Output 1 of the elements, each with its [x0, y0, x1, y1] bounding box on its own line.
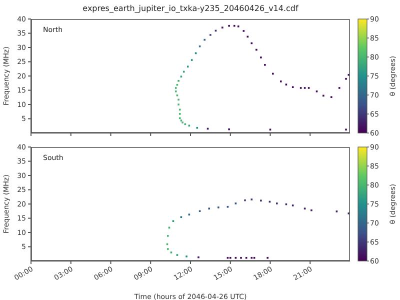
- chart-title: expres_earth_jupiter_io_txka-y235_20460426_v14.cdf: [82, 4, 300, 13]
